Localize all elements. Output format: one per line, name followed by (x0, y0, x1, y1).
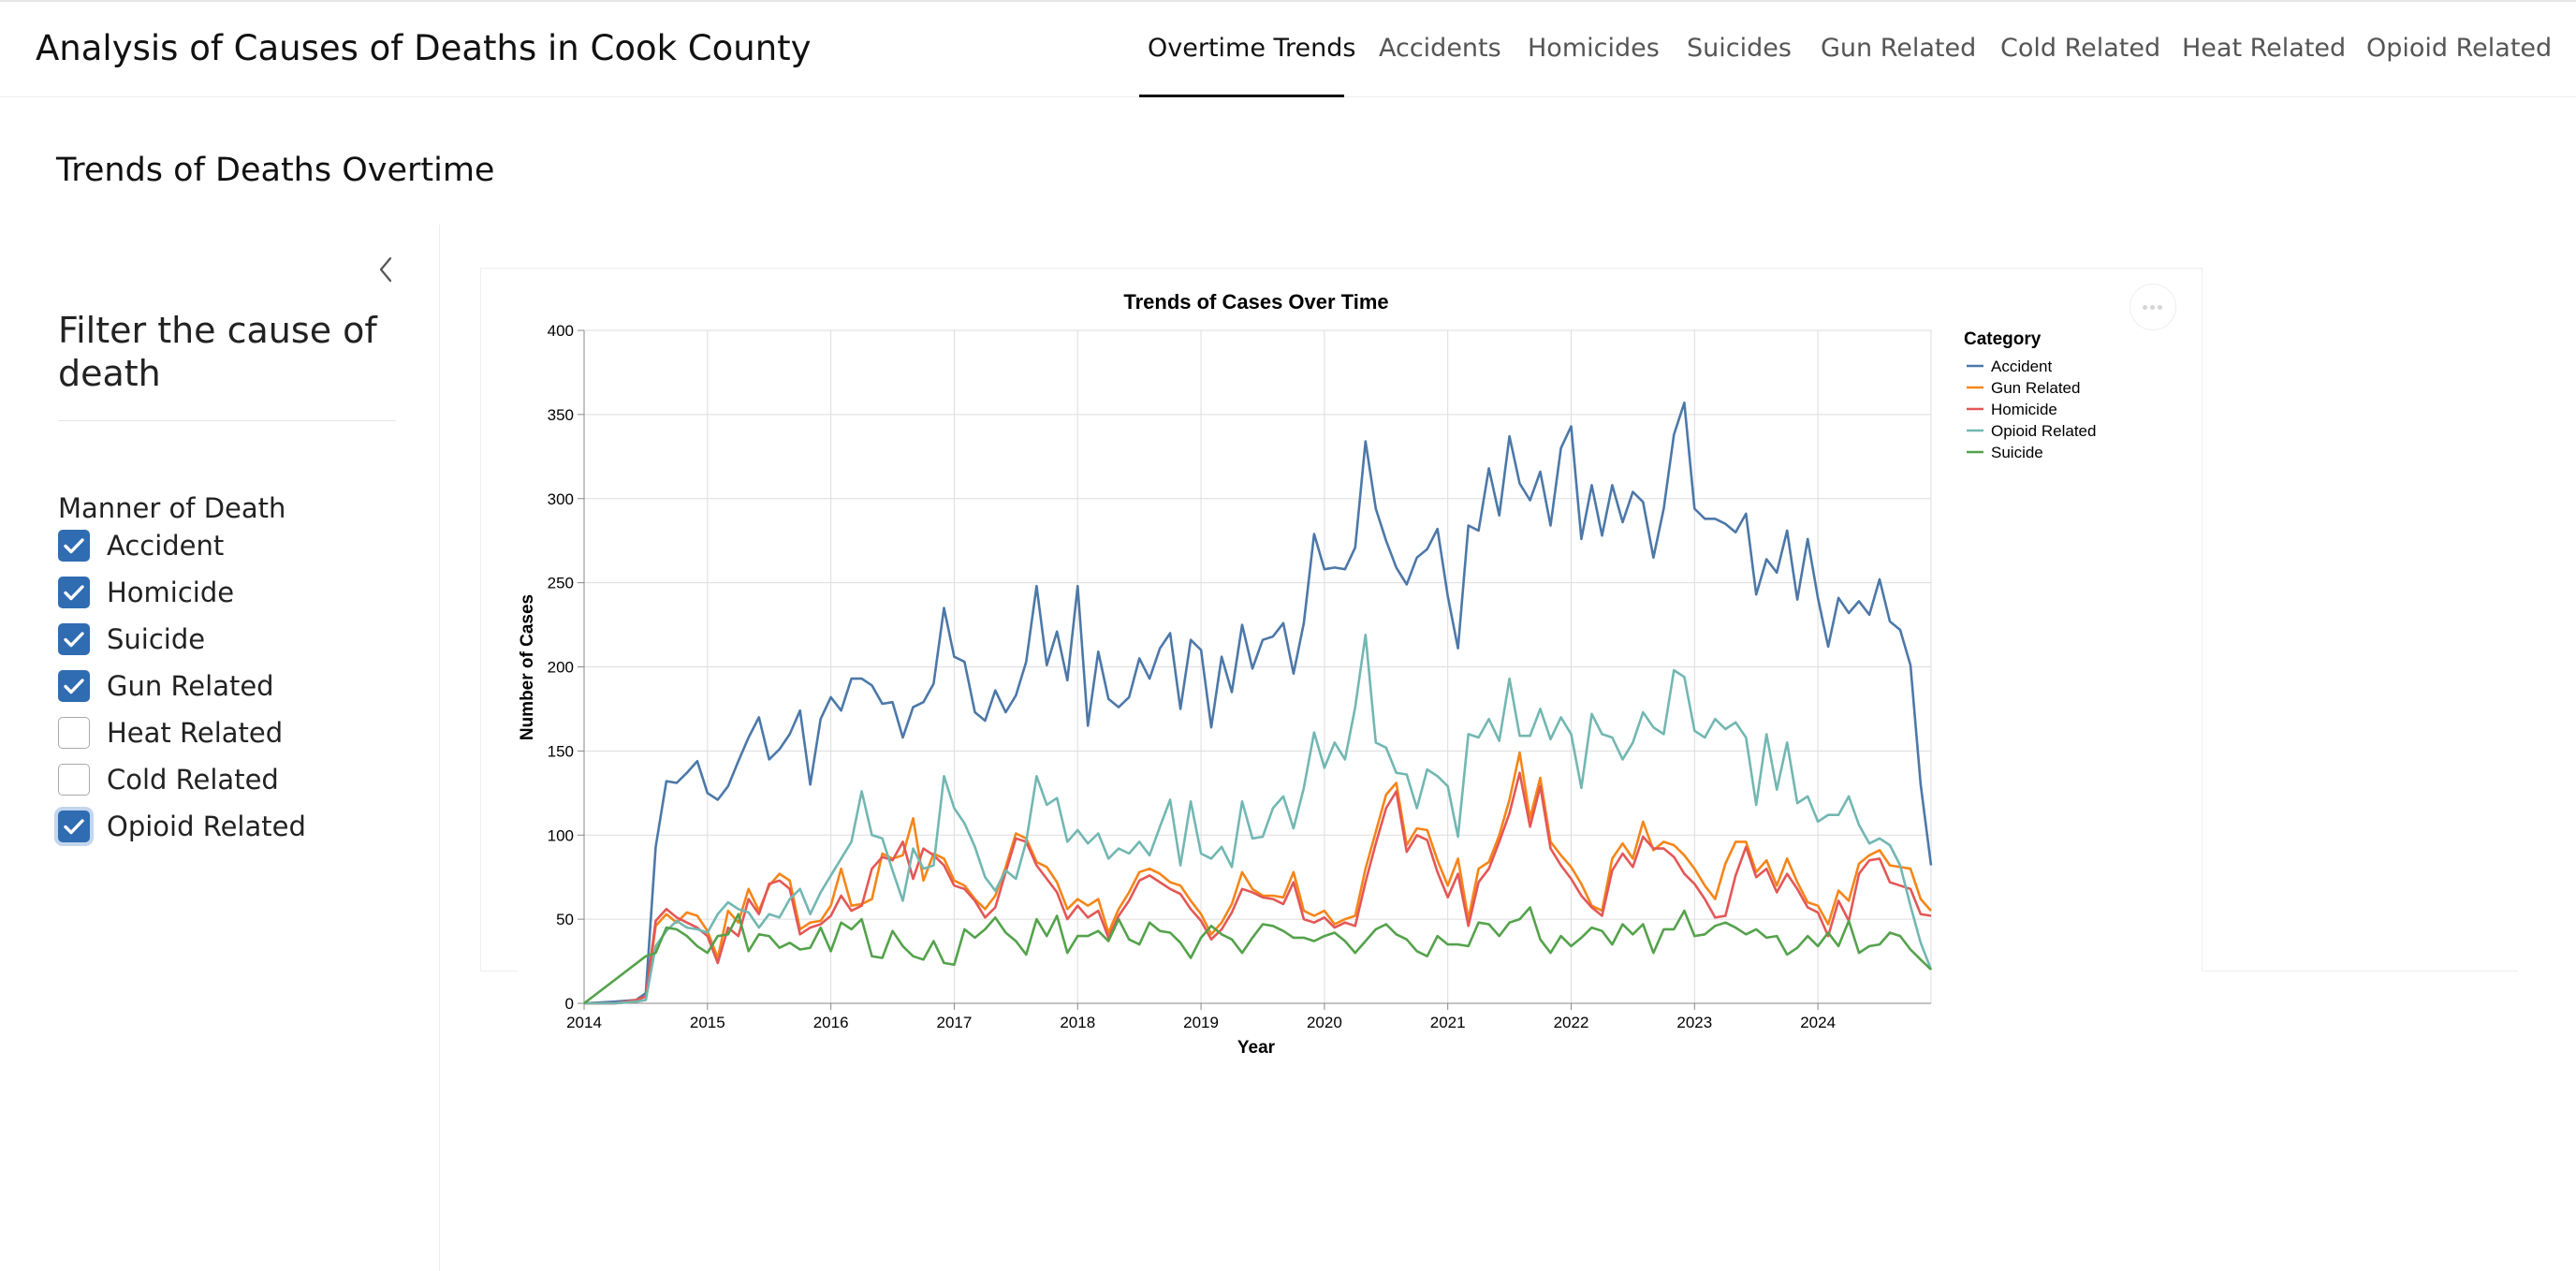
tab-overtime-trends[interactable]: Overtime Trends (1148, 34, 1356, 63)
checkmark-icon (64, 819, 84, 835)
legend-label-accident: Accident (1991, 358, 2052, 375)
checkbox-box[interactable] (58, 530, 90, 562)
legend-title: Category (1964, 329, 2042, 349)
chart-container (480, 268, 2203, 972)
legend-label-suicide: Suicide (1991, 444, 2043, 461)
x-tick-label: 2018 (1060, 1014, 1095, 1031)
tab-opioid-related[interactable]: Opioid Related (2366, 34, 2553, 63)
checkbox-label: Heat Related (107, 717, 284, 749)
y-tick-label: 350 (548, 406, 574, 424)
chart-menu-button[interactable] (2130, 284, 2176, 330)
series-line-gun-related (584, 751, 1932, 1005)
app-title: Analysis of Causes of Deaths in Cook Cou… (36, 28, 812, 68)
chart-container-edge (480, 971, 518, 972)
checkmark-icon (64, 679, 84, 694)
chart-title: Trends of Cases Over Time (1123, 290, 1388, 314)
checkbox-box[interactable] (58, 764, 90, 796)
checkbox-box[interactable] (58, 577, 90, 608)
series-line-suicide (583, 906, 1932, 1005)
x-tick-label: 2016 (813, 1014, 849, 1031)
filter-title: Filter the cause of death (58, 310, 377, 394)
y-tick-label: 300 (548, 490, 574, 508)
y-tick-label: 0 (565, 995, 574, 1013)
checkbox-box[interactable] (58, 811, 90, 842)
tab-homicides[interactable]: Homicides (1528, 34, 1660, 63)
checkbox-label: Suicide (107, 623, 206, 655)
chart-legend: Category Accident Gun Related Homicide Opio… (1964, 329, 2096, 461)
tab-heat-related[interactable]: Heat Related (2182, 34, 2347, 63)
checkbox-label: Cold Related (107, 764, 279, 796)
tab-cold-related[interactable]: Cold Related (2000, 34, 2161, 63)
x-tick-label: 2014 (566, 1014, 602, 1031)
checkmark-icon (64, 632, 84, 648)
filter-divider (58, 420, 396, 421)
legend-label-opioid-related: Opioid Related (1991, 422, 2096, 440)
checkbox-box[interactable] (58, 717, 90, 749)
x-tick-label: 2021 (1430, 1014, 1466, 1031)
checkbox-label: Accident (107, 530, 225, 562)
chart-axes: 0 50 100 150 200 250 300 350 400 2014 2015 2016 2017… (548, 322, 1931, 1031)
y-tick-label: 250 (548, 575, 574, 592)
checkbox-box[interactable] (58, 670, 90, 702)
y-tick-label: 100 (548, 826, 574, 844)
y-tick-label: 400 (548, 322, 574, 340)
checkmark-icon (64, 585, 84, 601)
x-tick-label: 2019 (1183, 1014, 1219, 1031)
tab-suicides[interactable]: Suicides (1687, 34, 1792, 63)
x-axis-label: Year (1237, 1038, 1276, 1058)
x-tick-label: 2022 (1554, 1014, 1589, 1031)
legend-label-gun-related: Gun Related (1991, 379, 2080, 397)
checkbox-box[interactable] (58, 623, 90, 655)
active-tab-indicator (1139, 95, 1344, 97)
y-tick-label: 200 (548, 659, 574, 677)
series-line-homicide (584, 771, 1932, 1005)
x-tick-label: 2015 (690, 1014, 725, 1031)
chart-series-lines (583, 402, 1933, 1005)
series-line-opioid-related (584, 634, 1933, 1005)
y-tick-label: 50 (556, 911, 574, 928)
y-tick-label: 150 (548, 742, 574, 760)
checkbox-label: Opioid Related (107, 811, 306, 842)
y-axis-label: Number of Cases (518, 594, 537, 740)
legend-label-homicide: Homicide (1991, 401, 2057, 418)
chevron-left-icon (379, 256, 392, 283)
x-tick-label: 2017 (937, 1014, 973, 1031)
x-tick-label: 2024 (1800, 1014, 1836, 1031)
checkbox-label: Gun Related (107, 670, 274, 702)
page-heading: Trends of Deaths Overtime (56, 152, 495, 189)
chart-container-edge (2203, 971, 2518, 972)
x-tick-label: 2020 (1307, 1014, 1342, 1031)
manner-of-death-label: Manner of Death (58, 492, 286, 524)
checkbox-label: Homicide (107, 577, 235, 608)
tab-accidents[interactable]: Accidents (1379, 34, 1501, 63)
checkmark-icon (64, 538, 84, 554)
series-line-accident (583, 402, 1933, 1005)
top-navbar: Analysis of Causes of Deaths in Cook Cou… (0, 0, 2576, 97)
tab-gun-related[interactable]: Gun Related (1821, 34, 1977, 63)
sidebar-divider (439, 225, 440, 1271)
collapse-sidebar-button[interactable] (373, 253, 401, 286)
x-tick-label: 2023 (1676, 1014, 1712, 1031)
